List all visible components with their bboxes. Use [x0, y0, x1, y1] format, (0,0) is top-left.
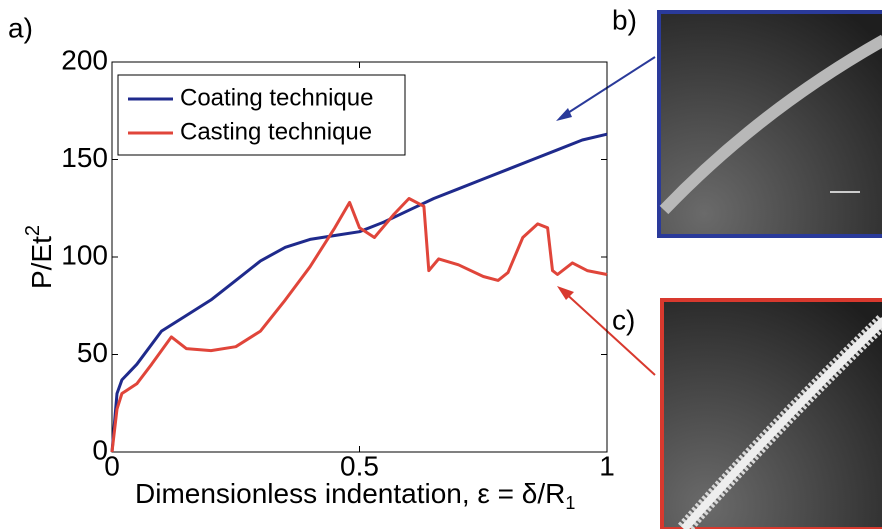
y-tick-label: 150 — [61, 142, 108, 173]
series-line — [112, 134, 607, 452]
x-axis-label: Dimensionless indentation, ε = δ/R1 — [135, 478, 575, 512]
image-c — [662, 300, 882, 529]
y-axis-label: P/Et2 — [22, 225, 57, 289]
arrows — [556, 57, 655, 375]
x-tick-label: 0.5 — [340, 450, 379, 481]
figure: a) b) c) Dimensionless indentation, ε = … — [0, 0, 882, 529]
y-tick-label: 200 — [61, 44, 108, 75]
y-tick-label: 100 — [61, 239, 108, 270]
x-tick-label: 1 — [599, 450, 615, 481]
legend-label: Coating technique — [180, 84, 373, 111]
panel-label: b) — [612, 4, 637, 35]
series-line — [112, 199, 607, 453]
panel-label: a) — [8, 12, 33, 43]
x-tick-label: 0 — [104, 450, 120, 481]
legend-label: Casting technique — [180, 118, 372, 145]
y-tick-label: 50 — [77, 337, 108, 368]
panel-label: c) — [612, 304, 635, 335]
image-b — [659, 12, 882, 236]
